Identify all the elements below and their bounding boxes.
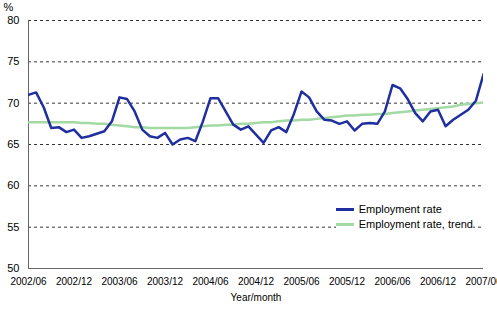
svg-text:50: 50	[7, 262, 19, 274]
svg-text:55: 55	[7, 221, 19, 233]
svg-text:%: %	[4, 1, 14, 13]
svg-text:2006/06: 2006/06	[374, 276, 411, 287]
html-text:Employment rate, trend: Employment rate, trend	[358, 218, 473, 230]
svg-text:Year/month: Year/month	[231, 292, 282, 303]
html-text:Employment rate: Employment rate	[358, 203, 442, 215]
svg-text:2002/12: 2002/12	[56, 276, 93, 287]
svg-text:2003/06: 2003/06	[101, 276, 138, 287]
svg-text:65: 65	[7, 138, 19, 150]
svg-text:80: 80	[7, 14, 19, 26]
svg-text:70: 70	[7, 97, 19, 109]
svg-text:2004/06: 2004/06	[192, 276, 229, 287]
svg-text:2007/06: 2007/06	[465, 276, 497, 287]
svg-text:60: 60	[7, 179, 19, 191]
svg-text:2005/06: 2005/06	[283, 276, 320, 287]
svg-text:2004/12: 2004/12	[238, 276, 275, 287]
svg-text:2006/12: 2006/12	[420, 276, 457, 287]
svg-text:2002/06: 2002/06	[10, 276, 47, 287]
svg-text:2003/12: 2003/12	[147, 276, 184, 287]
svg-text:2005/12: 2005/12	[329, 276, 366, 287]
svg-text:75: 75	[7, 55, 19, 67]
